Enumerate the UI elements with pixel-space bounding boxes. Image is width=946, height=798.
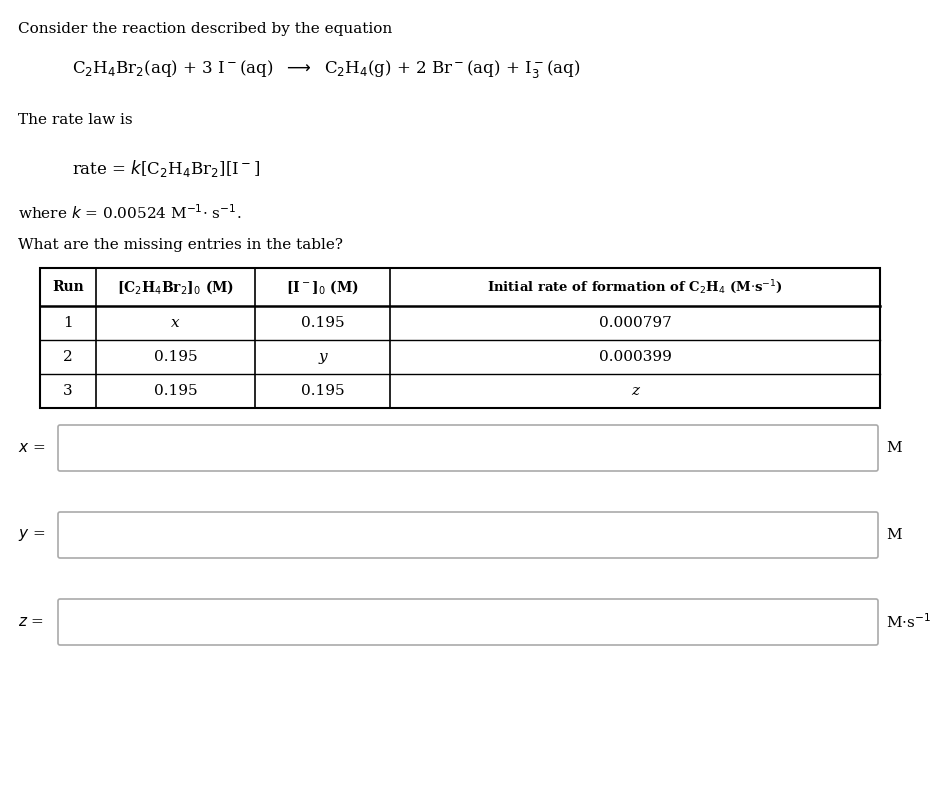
Text: $z$ =: $z$ = [18, 615, 44, 629]
Text: C$_2$H$_4$Br$_2$(aq) + 3 I$^-$(aq)  $\longrightarrow$  C$_2$H$_4$(g) + 2 Br$^-$(: C$_2$H$_4$Br$_2$(aq) + 3 I$^-$(aq) $\lon… [72, 58, 580, 80]
Text: M: M [886, 441, 902, 455]
Text: z: z [631, 384, 639, 398]
Text: M$\cdot$s$^{-1}$: M$\cdot$s$^{-1}$ [886, 613, 931, 631]
Text: y: y [318, 350, 326, 364]
Text: x: x [171, 316, 180, 330]
Text: 0.000399: 0.000399 [599, 350, 672, 364]
Text: 2: 2 [63, 350, 73, 364]
Text: 3: 3 [63, 384, 73, 398]
Text: Run: Run [52, 280, 84, 294]
Text: 0.195: 0.195 [301, 384, 344, 398]
Text: $y$ =: $y$ = [18, 527, 45, 543]
Text: where $k$ = 0.00524 M$^{-1}$$\cdot$ s$^{-1}$.: where $k$ = 0.00524 M$^{-1}$$\cdot$ s$^{… [18, 203, 241, 222]
Text: $x$ =: $x$ = [18, 441, 45, 455]
Text: Consider the reaction described by the equation: Consider the reaction described by the e… [18, 22, 393, 36]
Text: [C$_2$H$_4$Br$_2$]$_0$ (M): [C$_2$H$_4$Br$_2$]$_0$ (M) [117, 278, 234, 296]
Text: The rate law is: The rate law is [18, 113, 132, 127]
Text: M: M [886, 528, 902, 542]
Text: [I$^-$]$_0$ (M): [I$^-$]$_0$ (M) [286, 278, 359, 296]
Text: 0.000797: 0.000797 [599, 316, 672, 330]
Text: 0.195: 0.195 [301, 316, 344, 330]
Text: 0.195: 0.195 [153, 384, 198, 398]
Text: Initial rate of formation of C$_2$H$_4$ (M$\cdot$s$^{-1}$): Initial rate of formation of C$_2$H$_4$ … [487, 278, 783, 296]
Text: 1: 1 [63, 316, 73, 330]
Text: 0.195: 0.195 [153, 350, 198, 364]
Text: What are the missing entries in the table?: What are the missing entries in the tabl… [18, 238, 343, 252]
FancyBboxPatch shape [58, 599, 878, 645]
FancyBboxPatch shape [58, 512, 878, 558]
Bar [40, 268, 880, 408]
Text: rate = $k$[C$_2$H$_4$Br$_2$][I$^-$]: rate = $k$[C$_2$H$_4$Br$_2$][I$^-$] [72, 158, 260, 179]
FancyBboxPatch shape [58, 425, 878, 471]
